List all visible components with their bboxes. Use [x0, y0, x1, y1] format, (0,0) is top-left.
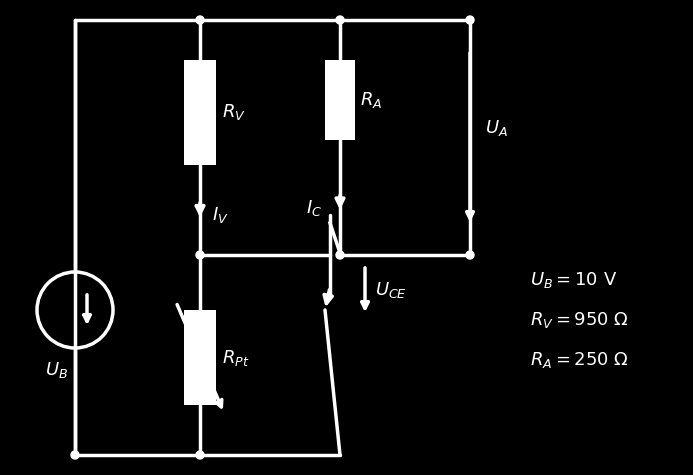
Circle shape: [466, 16, 474, 24]
Text: $R_A = 250\ \Omega$: $R_A = 250\ \Omega$: [530, 350, 629, 370]
Bar: [325, 60, 355, 140]
Circle shape: [336, 251, 344, 259]
Text: $R_A$: $R_A$: [360, 90, 383, 110]
Circle shape: [336, 16, 344, 24]
Circle shape: [196, 251, 204, 259]
Text: $U_B = 10\ \mathrm{V}$: $U_B = 10\ \mathrm{V}$: [530, 270, 617, 290]
Circle shape: [71, 451, 79, 459]
Bar: [184, 60, 216, 165]
Text: $R_V = 950\ \Omega$: $R_V = 950\ \Omega$: [530, 310, 629, 330]
Circle shape: [466, 251, 474, 259]
Text: $I_C$: $I_C$: [306, 198, 322, 218]
Text: $R_V$: $R_V$: [222, 103, 246, 123]
Circle shape: [196, 16, 204, 24]
Bar: [184, 310, 216, 405]
Text: $R_{Pt}$: $R_{Pt}$: [222, 348, 249, 368]
Text: $U_A$: $U_A$: [485, 117, 508, 137]
Text: $U_B$: $U_B$: [46, 360, 69, 380]
Text: $U_{CE}$: $U_{CE}$: [375, 280, 407, 300]
Circle shape: [196, 451, 204, 459]
Text: $I_V$: $I_V$: [212, 205, 229, 225]
